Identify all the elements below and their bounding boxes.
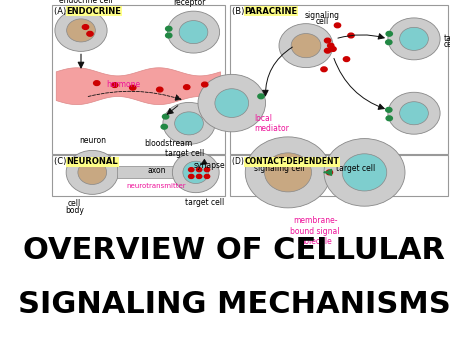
Text: axon: axon [147,166,166,175]
Ellipse shape [400,102,428,125]
Ellipse shape [342,154,387,191]
Text: target cell: target cell [185,198,225,207]
Bar [117,166,196,178]
Ellipse shape [291,33,321,58]
Ellipse shape [172,152,219,193]
Circle shape [202,82,208,87]
Text: hormone: hormone [107,80,141,89]
Circle shape [204,168,210,172]
Circle shape [189,174,194,178]
Text: body: body [65,206,84,215]
Ellipse shape [183,161,209,184]
Bar [230,155,448,196]
Circle shape [204,174,210,178]
Ellipse shape [55,9,107,51]
Ellipse shape [388,92,440,134]
Ellipse shape [78,160,107,185]
Text: local
mediator: local mediator [254,114,289,133]
Polygon shape [56,68,220,104]
Text: membrane-
bound signal
molecule: membrane- bound signal molecule [290,216,340,246]
Text: receptor: receptor [173,0,205,7]
Text: target cell: target cell [165,149,204,158]
Circle shape [326,170,333,175]
Ellipse shape [66,150,118,194]
Circle shape [162,114,169,119]
Ellipse shape [400,27,428,50]
Text: (B): (B) [232,7,247,16]
Text: CONTACT-DEPENDENT: CONTACT-DEPENDENT [244,157,339,166]
Text: target cell: target cell [336,164,375,173]
Circle shape [112,83,118,88]
Circle shape [157,87,163,92]
Ellipse shape [265,153,311,192]
Circle shape [184,85,190,90]
Ellipse shape [67,19,95,42]
Ellipse shape [245,137,331,208]
Text: (D): (D) [232,157,246,166]
Ellipse shape [388,18,440,60]
Bar [52,155,225,196]
Text: cells: cells [443,41,450,49]
Circle shape [386,40,392,45]
Ellipse shape [175,112,203,135]
Text: (A): (A) [54,7,69,16]
Text: ENDOCRINE: ENDOCRINE [67,7,122,16]
Text: signaling cell: signaling cell [254,164,304,173]
Text: NEURONAL: NEURONAL [67,157,118,166]
Text: OVERVIEW OF CELLULAR: OVERVIEW OF CELLULAR [23,236,445,265]
Bar [52,5,225,154]
Circle shape [386,31,392,36]
Text: bloodstream: bloodstream [144,139,192,148]
Circle shape [196,168,202,172]
Circle shape [328,43,334,48]
Circle shape [386,116,392,121]
Circle shape [161,124,167,129]
Ellipse shape [163,102,215,144]
Circle shape [94,81,100,86]
Circle shape [348,33,354,38]
Circle shape [330,47,336,51]
Circle shape [166,33,172,38]
Ellipse shape [215,89,248,117]
Circle shape [189,168,194,172]
Ellipse shape [198,74,266,132]
Circle shape [343,57,350,62]
Ellipse shape [167,11,220,53]
Circle shape [386,107,392,112]
Ellipse shape [279,24,333,68]
Text: cell: cell [315,17,328,26]
Circle shape [196,174,202,178]
Text: cell: cell [68,199,81,209]
Circle shape [321,67,327,72]
Text: endocrine cell: endocrine cell [58,0,112,5]
Circle shape [87,31,93,36]
Circle shape [82,25,89,29]
Text: signaling: signaling [304,11,339,20]
Text: neurotransmitter: neurotransmitter [127,183,186,189]
Text: PARACRINE: PARACRINE [244,7,297,16]
Ellipse shape [324,139,405,206]
Bar [230,5,448,154]
Circle shape [324,38,331,43]
Text: target: target [443,34,450,43]
Text: neuron: neuron [79,136,106,145]
Circle shape [258,94,264,99]
Circle shape [324,48,331,53]
Text: SIGNALING MECHANISMS: SIGNALING MECHANISMS [18,290,450,319]
Text: (C): (C) [54,157,69,166]
Ellipse shape [179,21,208,44]
Circle shape [166,26,172,31]
Circle shape [334,23,341,28]
Text: synapse: synapse [194,161,225,170]
Circle shape [130,85,136,90]
